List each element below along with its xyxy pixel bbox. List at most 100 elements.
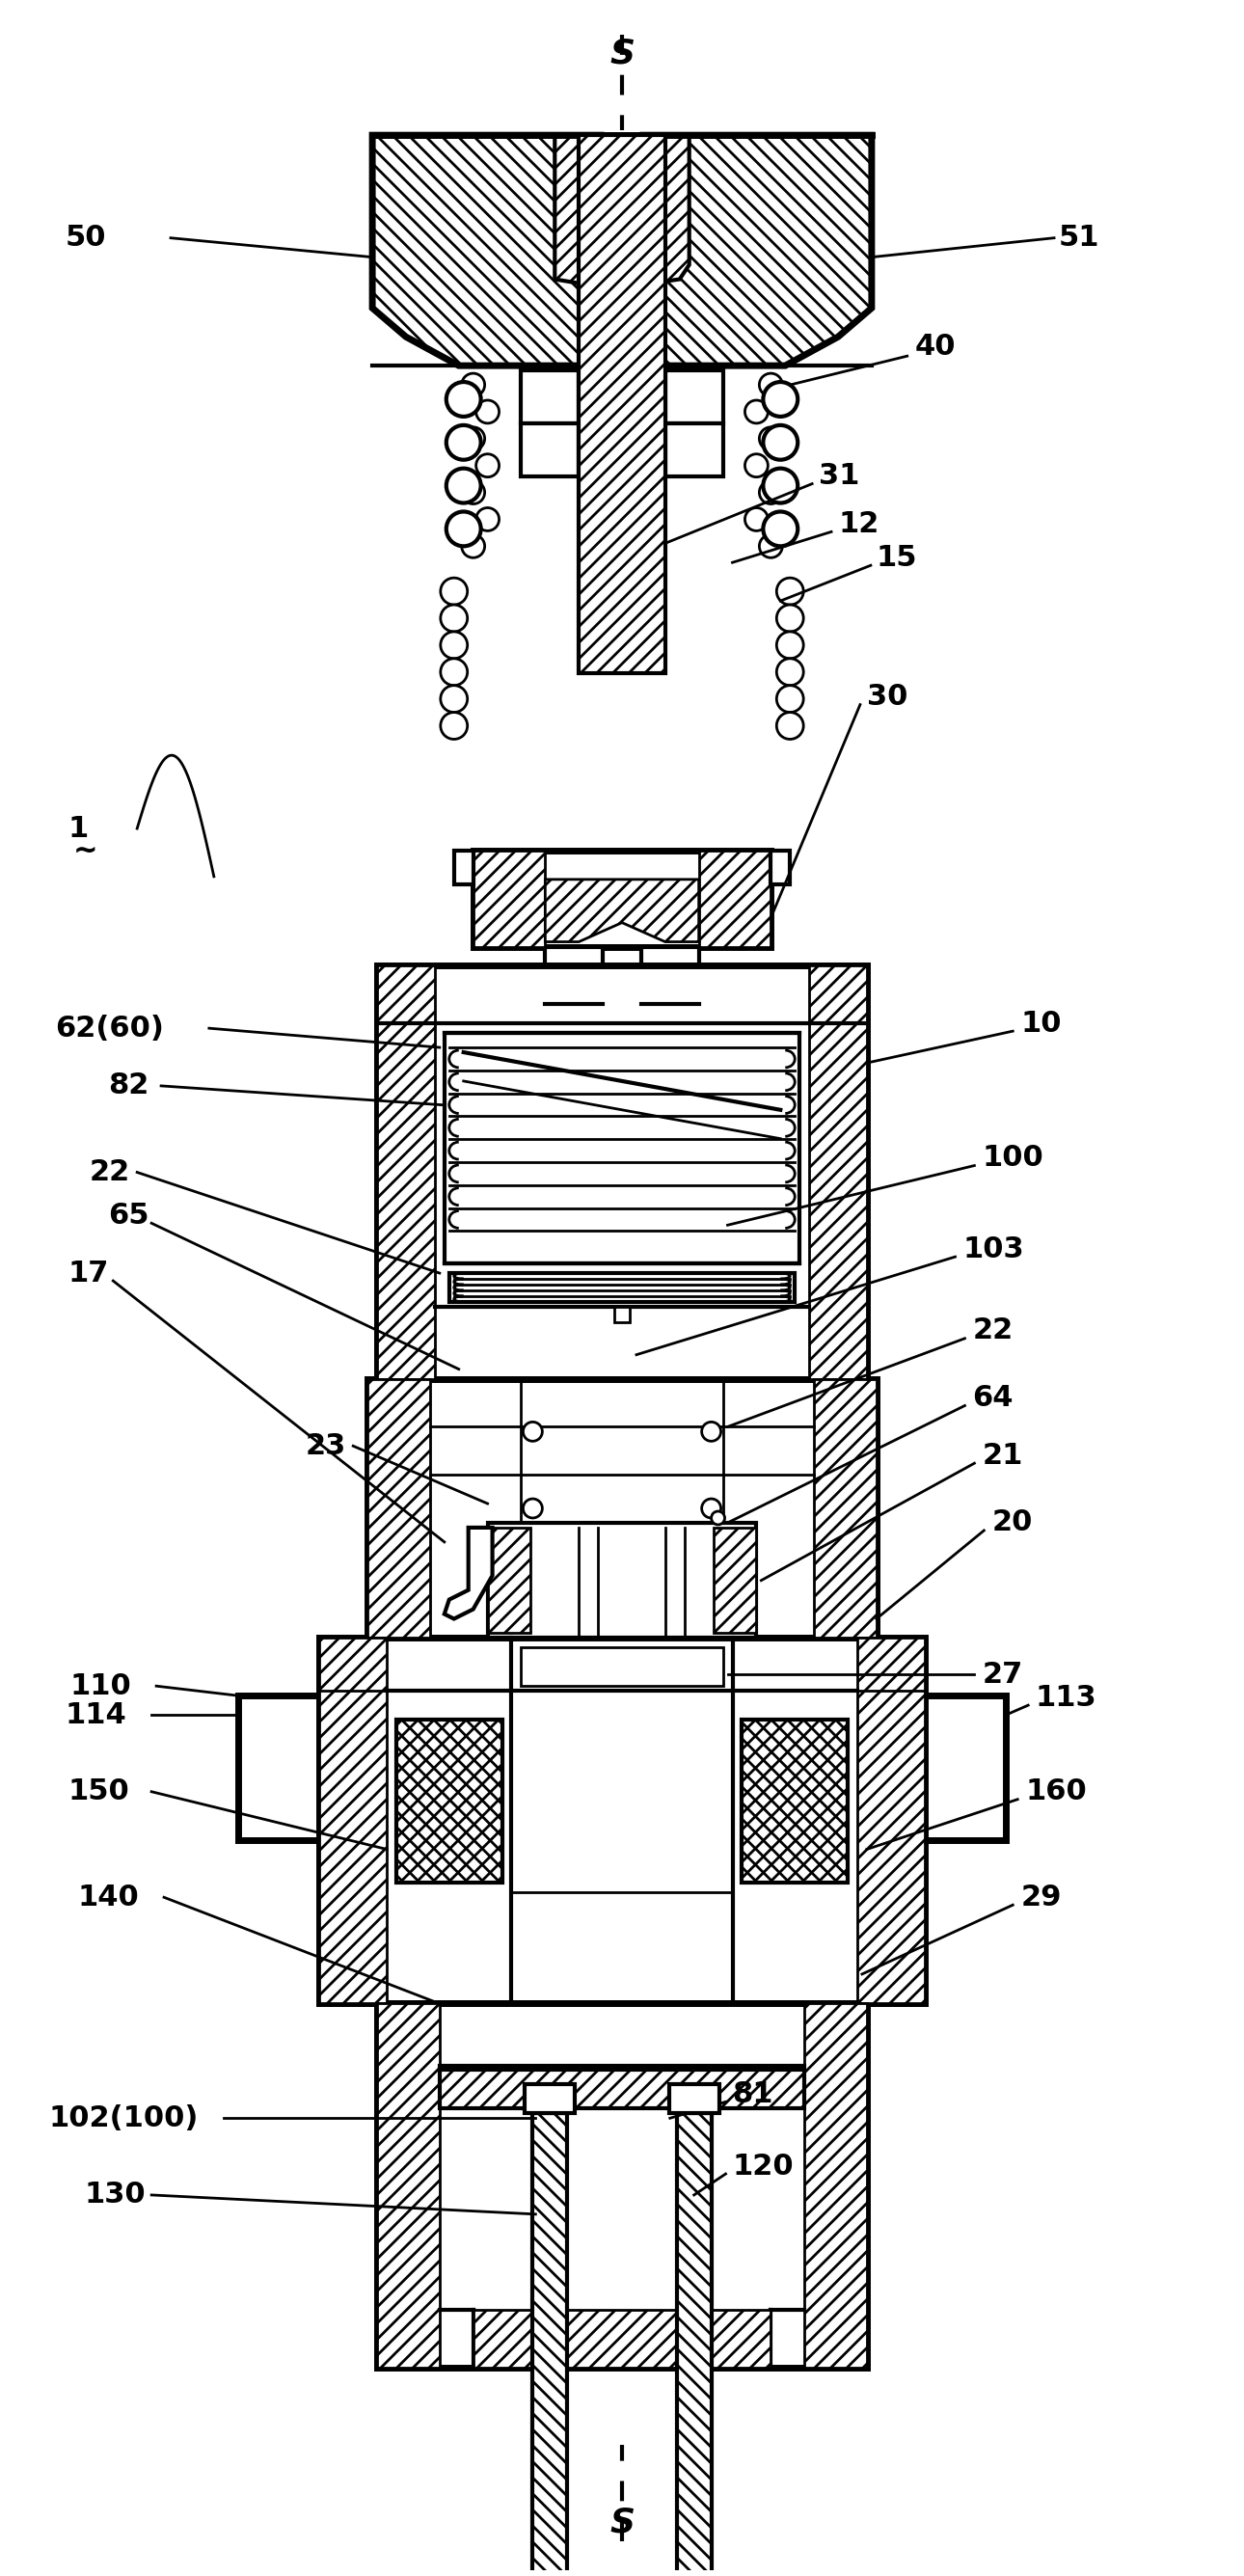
Text: ~: ~ xyxy=(72,837,97,866)
Text: 23: 23 xyxy=(305,1432,346,1461)
Circle shape xyxy=(763,425,797,459)
Circle shape xyxy=(745,453,768,477)
Bar xyxy=(810,966,867,1378)
Bar xyxy=(367,1378,877,1638)
Circle shape xyxy=(702,1499,722,1517)
Text: 27: 27 xyxy=(982,1662,1023,1687)
Bar xyxy=(545,945,603,1005)
Bar xyxy=(857,1638,924,2004)
Bar xyxy=(439,2071,805,2110)
Text: 120: 120 xyxy=(733,2151,794,2179)
Text: 110: 110 xyxy=(70,1672,132,1700)
Bar xyxy=(677,2112,712,2576)
Text: 64: 64 xyxy=(973,1383,1014,1412)
Polygon shape xyxy=(643,134,872,366)
Text: S: S xyxy=(610,2506,634,2540)
Circle shape xyxy=(776,631,804,659)
Bar xyxy=(473,850,771,945)
Bar xyxy=(377,966,867,1378)
Circle shape xyxy=(447,469,481,502)
Bar xyxy=(924,1695,1006,1839)
Bar xyxy=(449,1273,795,1301)
Circle shape xyxy=(440,714,468,739)
Circle shape xyxy=(745,507,768,531)
Bar xyxy=(488,1522,756,1638)
Bar xyxy=(444,1033,800,1262)
Circle shape xyxy=(462,428,485,451)
Bar xyxy=(525,2084,575,2112)
Bar xyxy=(397,1721,503,1883)
Bar xyxy=(521,1649,723,1687)
Bar xyxy=(377,2004,439,2367)
Text: 50: 50 xyxy=(65,224,106,252)
Circle shape xyxy=(440,659,468,685)
Circle shape xyxy=(763,513,797,546)
Circle shape xyxy=(759,428,782,451)
Circle shape xyxy=(776,685,804,714)
Bar xyxy=(641,945,699,1005)
Text: 62(60): 62(60) xyxy=(56,1015,164,1043)
Text: 150: 150 xyxy=(68,1777,129,1806)
Text: 1: 1 xyxy=(68,814,88,842)
Bar xyxy=(578,134,666,672)
Circle shape xyxy=(745,399,768,422)
Circle shape xyxy=(476,399,499,422)
Bar xyxy=(741,1721,847,1883)
Circle shape xyxy=(462,536,485,559)
Circle shape xyxy=(522,1499,542,1517)
Circle shape xyxy=(440,605,468,631)
Text: 81: 81 xyxy=(733,2081,774,2107)
Bar xyxy=(713,1528,756,1633)
Circle shape xyxy=(440,685,468,714)
Circle shape xyxy=(759,482,782,505)
Bar xyxy=(669,2084,719,2112)
Circle shape xyxy=(776,659,804,685)
Text: S: S xyxy=(610,36,634,70)
Text: 113: 113 xyxy=(1035,1685,1096,1710)
Text: 103: 103 xyxy=(963,1234,1024,1262)
Text: 31: 31 xyxy=(819,461,860,489)
Text: 100: 100 xyxy=(982,1144,1044,1172)
Bar xyxy=(454,850,473,884)
Text: 140: 140 xyxy=(77,1883,139,1911)
Bar xyxy=(320,1638,387,2004)
Bar xyxy=(699,850,771,945)
Bar xyxy=(397,1721,503,1883)
Text: 21: 21 xyxy=(982,1443,1023,1468)
Circle shape xyxy=(440,631,468,659)
Text: 20: 20 xyxy=(991,1510,1033,1538)
Text: 10: 10 xyxy=(1020,1010,1061,1038)
Circle shape xyxy=(763,381,797,417)
Circle shape xyxy=(712,1512,725,1525)
Polygon shape xyxy=(555,134,689,289)
Circle shape xyxy=(462,374,485,397)
Bar xyxy=(367,1378,430,1638)
Text: 22: 22 xyxy=(973,1316,1013,1345)
Text: 51: 51 xyxy=(1059,224,1100,252)
Text: 82: 82 xyxy=(108,1072,149,1100)
Text: 160: 160 xyxy=(1025,1777,1087,1806)
Bar xyxy=(320,1638,924,2004)
Circle shape xyxy=(776,714,804,739)
Text: 29: 29 xyxy=(1020,1883,1061,1911)
Bar xyxy=(521,422,578,477)
Text: 17: 17 xyxy=(68,1260,108,1288)
Bar xyxy=(615,1306,629,1321)
Text: 114: 114 xyxy=(65,1700,127,1728)
Text: 40: 40 xyxy=(914,332,955,361)
Bar xyxy=(238,1695,320,1839)
Text: 30: 30 xyxy=(867,683,908,711)
Text: 15: 15 xyxy=(877,544,917,572)
Circle shape xyxy=(759,536,782,559)
Circle shape xyxy=(462,482,485,505)
Circle shape xyxy=(702,1422,722,1440)
Text: 130: 130 xyxy=(85,2182,146,2210)
Bar xyxy=(473,850,545,945)
Polygon shape xyxy=(372,134,601,366)
Circle shape xyxy=(522,1422,542,1440)
Text: 102(100): 102(100) xyxy=(49,2105,199,2133)
Circle shape xyxy=(776,605,804,631)
Polygon shape xyxy=(545,878,699,943)
Circle shape xyxy=(776,577,804,605)
Circle shape xyxy=(763,469,797,502)
